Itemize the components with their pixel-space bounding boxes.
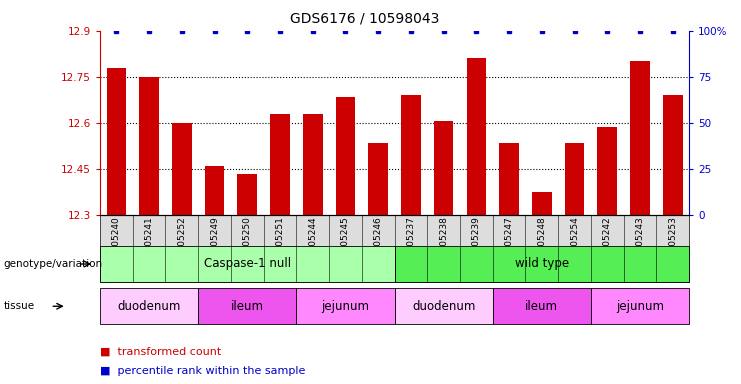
Bar: [368, 143, 388, 215]
Text: GDS6176 / 10598043: GDS6176 / 10598043: [290, 12, 440, 25]
Text: genotype/variation: genotype/variation: [4, 259, 103, 269]
Bar: [205, 166, 225, 215]
Bar: [565, 143, 585, 215]
Text: ileum: ileum: [230, 300, 264, 313]
Bar: [597, 127, 617, 215]
Text: ■  transformed count: ■ transformed count: [100, 346, 222, 356]
Text: ■  percentile rank within the sample: ■ percentile rank within the sample: [100, 366, 305, 376]
Text: wild type: wild type: [515, 258, 569, 270]
Text: duodenum: duodenum: [117, 300, 181, 313]
Text: jejunum: jejunum: [616, 300, 664, 313]
Bar: [107, 68, 126, 215]
Bar: [532, 192, 551, 215]
Bar: [172, 123, 192, 215]
Bar: [336, 97, 356, 215]
Bar: [433, 121, 453, 215]
Text: Caspase-1 null: Caspase-1 null: [204, 258, 291, 270]
Bar: [663, 95, 682, 215]
Text: jejunum: jejunum: [322, 300, 370, 313]
Bar: [139, 77, 159, 215]
Bar: [401, 95, 421, 215]
Bar: [237, 174, 257, 215]
Text: tissue: tissue: [4, 301, 35, 311]
Text: duodenum: duodenum: [412, 300, 476, 313]
Text: ileum: ileum: [525, 300, 559, 313]
Bar: [467, 58, 486, 215]
Bar: [630, 61, 650, 215]
Bar: [499, 143, 519, 215]
Bar: [303, 114, 322, 215]
Bar: [270, 114, 290, 215]
